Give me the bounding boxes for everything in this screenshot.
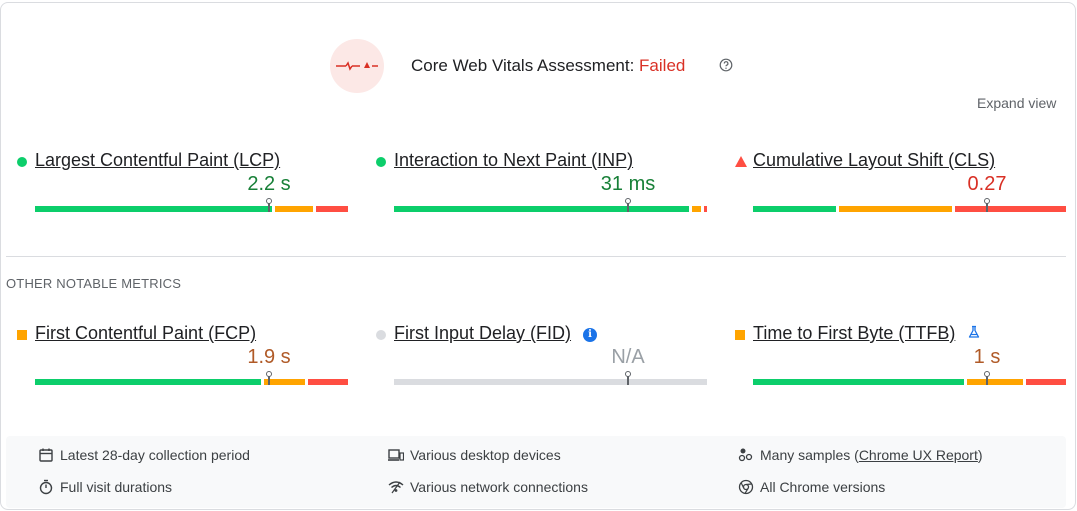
- metric-name-cls[interactable]: Cumulative Layout Shift (CLS): [753, 150, 996, 170]
- footer-devices-text: Various desktop devices: [410, 447, 561, 463]
- metric-value-lcp: 2.2 s: [247, 173, 291, 195]
- chrome-ux-report-link[interactable]: Chrome UX Report: [858, 447, 978, 463]
- metric-value-inp: 31 ms: [600, 173, 656, 195]
- other-metrics-heading: OTHER NOTABLE METRICS: [6, 276, 182, 291]
- distribution-segment-avg: [838, 206, 953, 212]
- metric-name-lcp[interactable]: Largest Contentful Paint (LCP): [35, 150, 281, 170]
- distribution-segment-poor: [703, 206, 707, 212]
- help-circle-icon[interactable]: [719, 58, 733, 72]
- metric-name-inp[interactable]: Interaction to Next Paint (INP): [394, 150, 634, 170]
- distribution-segment-good: [753, 379, 964, 385]
- assessment-title-text: Core Web Vitals Assessment:: [411, 56, 635, 75]
- distribution-segment-avg: [264, 379, 305, 385]
- samples-prefix: Many samples (: [760, 447, 859, 463]
- section-divider: [6, 256, 1066, 257]
- metric-lcp: Largest Contentful Paint (LCP) 2.2 s: [17, 150, 348, 230]
- average-status-icon: [735, 330, 745, 340]
- distribution-bar-inp: [394, 206, 707, 212]
- good-status-icon: [376, 157, 386, 167]
- metric-name-ttfb[interactable]: Time to First Byte (TTFB): [753, 323, 956, 343]
- metric-name-fid[interactable]: First Input Delay (FID): [394, 323, 572, 343]
- distribution-segment-poor: [307, 379, 348, 385]
- metric-fid: First Input Delay (FID) i N/A: [376, 323, 707, 403]
- metric-inp: Interaction to Next Paint (INP) 31 ms: [376, 150, 707, 230]
- percentile-marker-fid: [625, 371, 631, 385]
- good-status-icon: [17, 157, 27, 167]
- distribution-segment-na: [394, 379, 707, 385]
- metric-value-fid: N/A: [611, 346, 645, 368]
- footer-chrome-versions-text: All Chrome versions: [760, 479, 886, 495]
- metric-ttfb: Time to First Byte (TTFB) 1 s: [735, 323, 1066, 403]
- failed-vitals-icon: [330, 39, 384, 93]
- assessment-title: Core Web Vitals Assessment: Failed: [411, 56, 685, 76]
- percentile-marker-fcp: [266, 371, 272, 385]
- chrome-icon: [738, 479, 754, 495]
- data-source-footer: Latest 28-day collection period Various …: [6, 436, 1066, 508]
- distribution-segment-poor: [955, 206, 1066, 212]
- distribution-segment-good: [35, 379, 262, 385]
- distribution-segment-poor: [1025, 379, 1066, 385]
- distribution-segment-good: [394, 206, 689, 212]
- distribution-bar-cls: [753, 206, 1066, 212]
- network-icon: [388, 481, 404, 494]
- info-icon[interactable]: i: [583, 328, 597, 342]
- footer-collection-period-text: Latest 28-day collection period: [60, 447, 250, 463]
- samples-suffix: ): [977, 447, 983, 463]
- metric-value-fcp: 1.9 s: [247, 346, 291, 368]
- distribution-bar-fid: [394, 379, 707, 385]
- footer-samples-text: Many samples (Chrome UX Report): [760, 447, 983, 463]
- poor-status-icon: [735, 156, 747, 167]
- metric-fcp: First Contentful Paint (FCP) 1.9 s: [17, 323, 348, 403]
- metric-value-ttfb: 1 s: [973, 346, 1001, 368]
- footer-visit-durations-text: Full visit durations: [60, 479, 173, 495]
- percentile-marker-inp: [625, 198, 631, 212]
- distribution-segment-avg: [966, 379, 1023, 385]
- percentile-marker-ttfb: [984, 371, 990, 385]
- distribution-bar-fcp: [35, 379, 348, 385]
- calendar-icon: [39, 448, 53, 462]
- distribution-segment-poor: [316, 206, 348, 212]
- footer-network-text: Various network connections: [410, 479, 588, 495]
- distribution-segment-good: [35, 206, 273, 212]
- na-status-icon: [376, 330, 386, 340]
- distribution-segment-avg: [691, 206, 701, 212]
- distribution-bar-lcp: [35, 206, 348, 212]
- devices-icon: [388, 449, 404, 461]
- assessment-status: Failed: [639, 56, 686, 75]
- average-status-icon: [17, 330, 27, 340]
- lab-flask-icon[interactable]: [967, 325, 981, 339]
- expand-view-link[interactable]: Expand view: [977, 95, 1057, 111]
- metric-name-fcp[interactable]: First Contentful Paint (FCP): [35, 323, 257, 343]
- distribution-bar-ttfb: [753, 379, 1066, 385]
- timer-icon: [39, 479, 53, 495]
- metric-value-cls: 0.27: [967, 173, 1007, 195]
- metric-cls: Cumulative Layout Shift (CLS) 0.27: [735, 150, 1066, 230]
- samples-icon: [738, 448, 753, 462]
- distribution-segment-good: [753, 206, 836, 212]
- distribution-segment-avg: [275, 206, 314, 212]
- percentile-marker-cls: [984, 198, 990, 212]
- percentile-marker-lcp: [266, 198, 272, 212]
